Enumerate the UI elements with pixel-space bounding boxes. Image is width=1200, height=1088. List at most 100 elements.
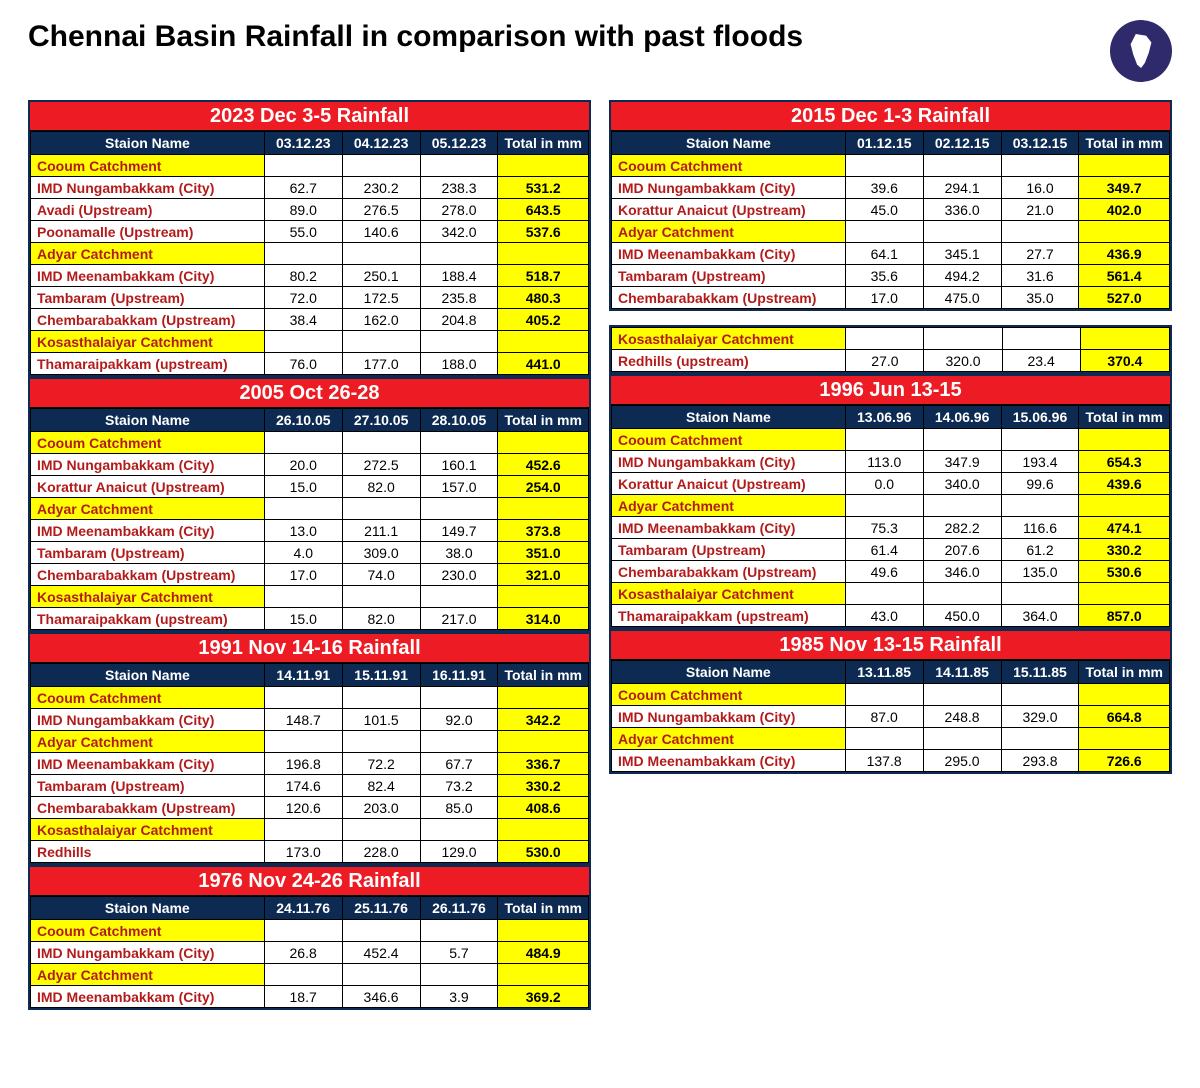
rainfall-value: 61.4: [845, 539, 923, 561]
event-title: 1976 Nov 24-26 Rainfall: [30, 867, 589, 896]
station-row: Chembarabakkam (Upstream)38.4162.0204.84…: [31, 309, 589, 331]
empty-total-cell: [498, 432, 589, 454]
col-header-total: Total in mm: [498, 132, 589, 155]
station-row: IMD Meenambakkam (City)18.7346.63.9369.2: [31, 986, 589, 1008]
rainfall-event-block: 2015 Dec 1-3 RainfallStaion Name01.12.15…: [609, 100, 1172, 311]
rainfall-total: 436.9: [1079, 243, 1170, 265]
col-header-date: 14.06.96: [923, 406, 1001, 429]
rainfall-value: 35.0: [1001, 287, 1079, 309]
rainfall-value: 188.4: [420, 265, 498, 287]
station-row: IMD Nungambakkam (City)87.0248.8329.0664…: [612, 706, 1170, 728]
station-row: Chembarabakkam (Upstream)49.6346.0135.05…: [612, 561, 1170, 583]
rainfall-value: 148.7: [264, 709, 342, 731]
rainfall-table: Staion Name14.11.9115.11.9116.11.91Total…: [30, 663, 589, 863]
rainfall-value: 346.6: [342, 986, 420, 1008]
rainfall-value: 120.6: [264, 797, 342, 819]
page-title: Chennai Basin Rainfall in comparison wit…: [28, 20, 803, 54]
col-header-date: 03.12.23: [264, 132, 342, 155]
catchment-row: Adyar Catchment: [612, 495, 1170, 517]
station-row: Poonamalle (Upstream)55.0140.6342.0537.6: [31, 221, 589, 243]
empty-total-cell: [1079, 684, 1170, 706]
catchment-row: Cooum Catchment: [31, 155, 589, 177]
station-name: Redhills (upstream): [612, 350, 846, 372]
rainfall-value: 45.0: [845, 199, 923, 221]
empty-cell: [420, 331, 498, 353]
empty-total-cell: [498, 498, 589, 520]
rainfall-total: 857.0: [1079, 605, 1170, 627]
col-header-date: 13.11.85: [845, 661, 923, 684]
rainfall-value: 61.2: [1001, 539, 1079, 561]
rainfall-value: 230.2: [342, 177, 420, 199]
station-row: Korattur Anaicut (Upstream)15.082.0157.0…: [31, 476, 589, 498]
catchment-row: Adyar Catchment: [31, 731, 589, 753]
rainfall-event-block: Kosasthalaiyar CatchmentRedhills (upstre…: [609, 325, 1172, 374]
station-name: IMD Meenambakkam (City): [612, 517, 846, 539]
empty-total-cell: [498, 243, 589, 265]
empty-cell: [923, 495, 1001, 517]
rainfall-value: 188.0: [420, 353, 498, 375]
rainfall-total: 408.6: [498, 797, 589, 819]
rainfall-value: 85.0: [420, 797, 498, 819]
columns-container: 2023 Dec 3-5 RainfallStaion Name03.12.23…: [28, 100, 1172, 1010]
rainfall-value: 278.0: [420, 199, 498, 221]
rainfall-value: 309.0: [342, 542, 420, 564]
station-row: Thamaraipakkam (upstream)43.0450.0364.08…: [612, 605, 1170, 627]
rainfall-total: 726.6: [1079, 750, 1170, 772]
page-header: Chennai Basin Rainfall in comparison wit…: [28, 20, 1172, 82]
rainfall-value: 203.0: [342, 797, 420, 819]
rainfall-total: 518.7: [498, 265, 589, 287]
rainfall-value: 62.7: [264, 177, 342, 199]
rainfall-value: 17.0: [845, 287, 923, 309]
station-name: IMD Meenambakkam (City): [31, 520, 265, 542]
rainfall-value: 346.0: [923, 561, 1001, 583]
rainfall-total: 530.0: [498, 841, 589, 863]
station-name: Thamaraipakkam (upstream): [612, 605, 846, 627]
rainfall-value: 347.9: [923, 451, 1001, 473]
station-name: Tambaram (Upstream): [612, 265, 846, 287]
rainfall-value: 80.2: [264, 265, 342, 287]
rainfall-value: 35.6: [845, 265, 923, 287]
station-row: Chembarabakkam (Upstream)120.6203.085.04…: [31, 797, 589, 819]
station-name: Tambaram (Upstream): [612, 539, 846, 561]
empty-total-cell: [1080, 328, 1169, 350]
col-header-station: Staion Name: [612, 132, 846, 155]
empty-cell: [1001, 429, 1079, 451]
event-title: 1985 Nov 13-15 Rainfall: [611, 631, 1170, 660]
rainfall-value: 340.0: [923, 473, 1001, 495]
rainfall-value: 162.0: [342, 309, 420, 331]
empty-total-cell: [498, 920, 589, 942]
station-name: IMD Meenambakkam (City): [612, 750, 846, 772]
rainfall-value: 345.1: [923, 243, 1001, 265]
empty-total-cell: [498, 155, 589, 177]
catchment-row: Adyar Catchment: [612, 221, 1170, 243]
empty-cell: [924, 328, 1002, 350]
station-row: Tambaram (Upstream)4.0309.038.0351.0: [31, 542, 589, 564]
rainfall-value: 18.7: [264, 986, 342, 1008]
rainfall-value: 193.4: [1001, 451, 1079, 473]
catchment-name: Cooum Catchment: [31, 920, 265, 942]
empty-cell: [264, 498, 342, 520]
station-row: Redhills173.0228.0129.0530.0: [31, 841, 589, 863]
catchment-name: Cooum Catchment: [612, 429, 846, 451]
rainfall-value: 113.0: [845, 451, 923, 473]
rainfall-value: 172.5: [342, 287, 420, 309]
catchment-row: Kosasthalaiyar Catchment: [31, 819, 589, 841]
rainfall-value: 228.0: [342, 841, 420, 863]
empty-total-cell: [498, 819, 589, 841]
station-row: IMD Meenambakkam (City)196.872.267.7336.…: [31, 753, 589, 775]
station-row: Tambaram (Upstream)174.682.473.2330.2: [31, 775, 589, 797]
col-header-date: 16.11.91: [420, 664, 498, 687]
rainfall-value: 72.0: [264, 287, 342, 309]
station-row: IMD Meenambakkam (City)137.8295.0293.872…: [612, 750, 1170, 772]
rainfall-total: 402.0: [1079, 199, 1170, 221]
empty-total-cell: [1079, 155, 1170, 177]
station-name: IMD Nungambakkam (City): [612, 706, 846, 728]
rainfall-total: 330.2: [498, 775, 589, 797]
rainfall-value: 39.6: [845, 177, 923, 199]
station-name: IMD Meenambakkam (City): [31, 265, 265, 287]
col-header-station: Staion Name: [612, 406, 846, 429]
rainfall-value: 207.6: [923, 539, 1001, 561]
empty-cell: [420, 920, 498, 942]
col-header-total: Total in mm: [498, 409, 589, 432]
rainfall-value: 73.2: [420, 775, 498, 797]
